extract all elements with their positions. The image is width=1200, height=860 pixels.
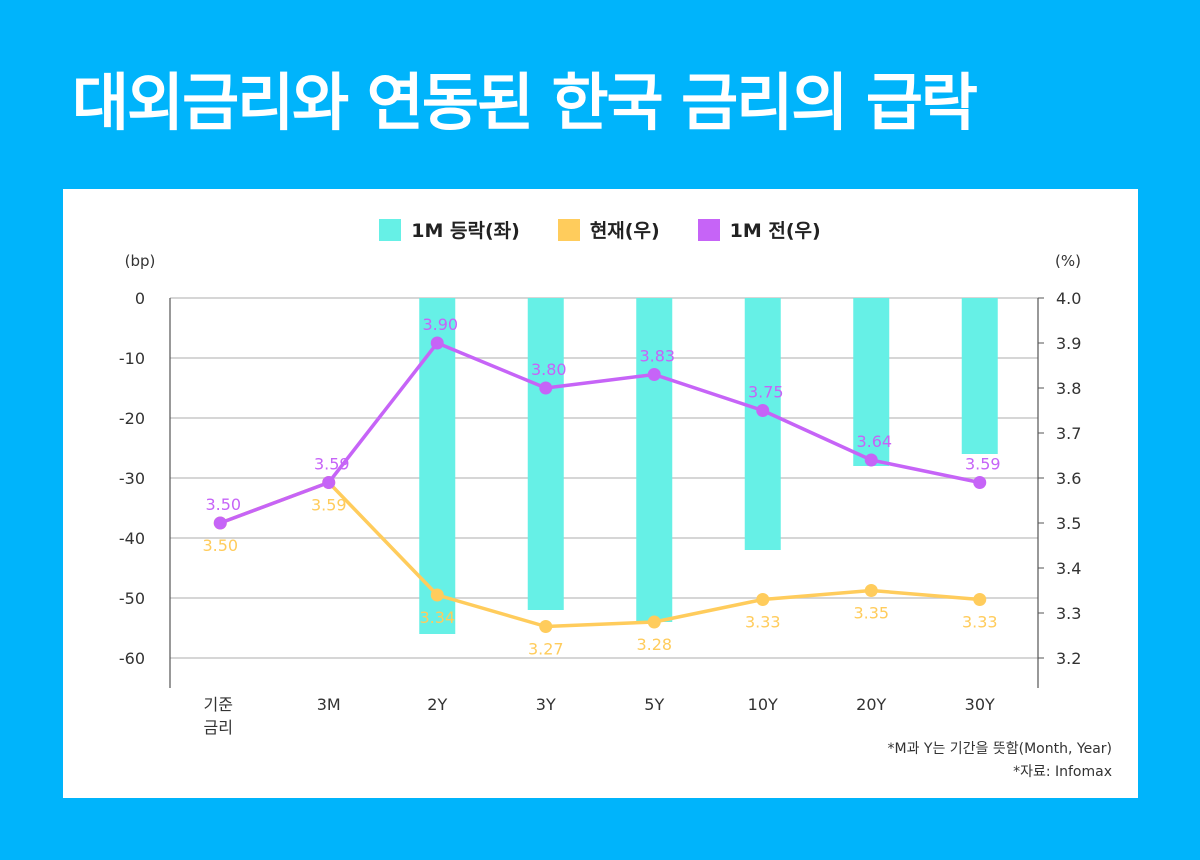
legend-swatch-bar xyxy=(379,218,402,241)
left-axis-label: (bp) xyxy=(125,252,156,270)
bar-7 xyxy=(961,298,998,454)
current-data-label: 3.27 xyxy=(528,640,564,659)
prev-data-label: 3.59 xyxy=(314,455,350,474)
current-data-label: 3.33 xyxy=(745,613,781,632)
prev-data-label: 3.64 xyxy=(856,432,892,451)
chart-card xyxy=(63,189,1138,798)
current-point xyxy=(756,593,770,606)
category-label: 20Y xyxy=(856,695,886,714)
category-label: 10Y xyxy=(748,695,778,714)
page-title: 대외금리와 연동된 한국 금리의 급락 xyxy=(72,66,978,139)
prev-data-label: 3.83 xyxy=(639,347,675,366)
left-tick-label: -10 xyxy=(119,349,145,368)
note-source: *자료: Infomax xyxy=(1013,764,1112,780)
bar-5 xyxy=(744,298,781,550)
legend-swatch-current xyxy=(557,218,580,241)
current-point xyxy=(864,584,878,597)
legend-label: 현재(우) xyxy=(589,220,660,242)
left-tick-label: -40 xyxy=(119,529,145,548)
prev-point xyxy=(864,453,878,467)
current-data-label: 3.35 xyxy=(853,604,889,623)
current-data-label: 3.33 xyxy=(962,613,998,632)
current-data-label: 3.59 xyxy=(311,496,347,515)
legend-item-change[interactable]: 1M 등락(좌) xyxy=(379,216,520,243)
left-tick-label: -30 xyxy=(119,469,145,488)
legend-swatch-prev xyxy=(697,218,720,241)
right-tick-label: 3.3 xyxy=(1056,604,1081,623)
left-tick-label: -20 xyxy=(119,409,145,428)
right-tick-label: 3.7 xyxy=(1056,424,1081,443)
prev-data-label: 3.80 xyxy=(531,360,567,379)
legend: 1M 등락(좌) 현재(우) 1M 전(우) xyxy=(0,216,1200,243)
legend-label: 1M 전(우) xyxy=(729,220,821,242)
prev-data-label: 3.75 xyxy=(748,383,784,402)
prev-point xyxy=(756,404,770,417)
current-point xyxy=(430,588,444,602)
prev-point xyxy=(430,336,444,350)
category-label: 기준 xyxy=(204,695,233,714)
current-data-label: 3.34 xyxy=(419,608,455,627)
category-label: 5Y xyxy=(644,695,664,714)
note-period: *M과 Y는 기간을 뜻함(Month, Year) xyxy=(887,741,1113,757)
bar-2 xyxy=(419,298,456,634)
current-point xyxy=(539,620,553,633)
prev-data-label: 3.50 xyxy=(205,495,241,514)
prev-line xyxy=(219,341,981,525)
current-point xyxy=(973,593,987,606)
prev-data-label: 3.90 xyxy=(422,315,458,334)
current-line xyxy=(219,480,980,629)
legend-label: 1M 등락(좌) xyxy=(411,220,520,242)
current-point xyxy=(647,615,661,629)
bar-6 xyxy=(853,298,890,466)
prev-point xyxy=(973,476,987,489)
left-tick-label: 0 xyxy=(135,289,145,308)
left-tick-label: -60 xyxy=(119,649,145,668)
current-data-label: 3.50 xyxy=(202,536,238,555)
right-tick-label: 4.0 xyxy=(1056,289,1081,308)
category-label: 금리 xyxy=(204,718,233,737)
category-label: 3M xyxy=(317,695,341,714)
prev-point xyxy=(647,368,661,381)
legend-item-prev[interactable]: 1M 전(우) xyxy=(697,216,821,243)
right-tick-label: 3.9 xyxy=(1056,334,1081,353)
bar-4 xyxy=(636,298,673,622)
prev-data-label: 3.59 xyxy=(965,455,1001,474)
category-label: 3Y xyxy=(536,695,556,714)
category-label: 2Y xyxy=(427,695,447,714)
right-tick-label: 3.2 xyxy=(1056,649,1081,668)
bar-3 xyxy=(527,298,564,610)
prev-point xyxy=(213,516,227,530)
right-tick-label: 3.6 xyxy=(1056,469,1081,488)
prev-point xyxy=(322,476,336,489)
right-tick-label: 3.8 xyxy=(1056,379,1081,398)
category-label: 30Y xyxy=(965,695,995,714)
current-data-label: 3.28 xyxy=(636,635,672,654)
legend-item-current[interactable]: 현재(우) xyxy=(557,216,660,243)
left-tick-label: -50 xyxy=(119,589,145,608)
right-tick-label: 3.4 xyxy=(1056,559,1081,578)
prev-point xyxy=(539,381,553,395)
right-axis-label: (%) xyxy=(1055,252,1081,270)
right-tick-label: 3.5 xyxy=(1056,514,1081,533)
